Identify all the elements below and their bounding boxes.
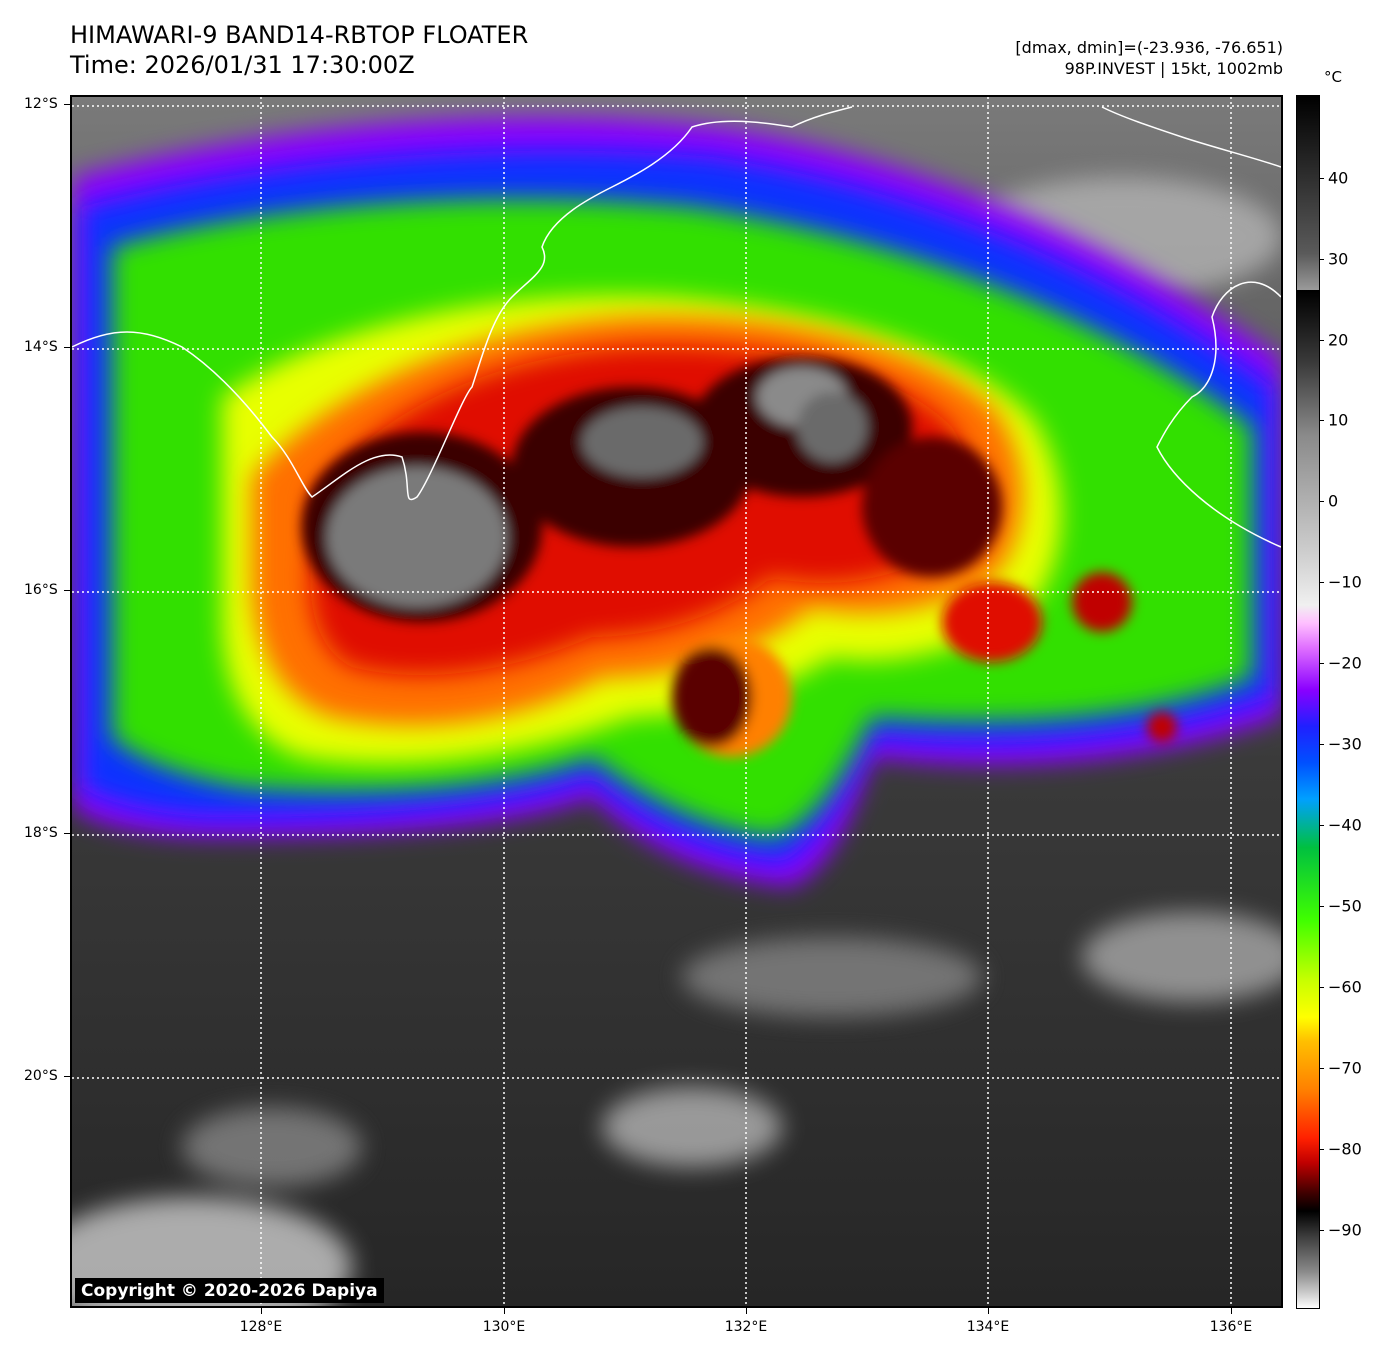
- colorbar-tick: [1319, 340, 1324, 341]
- storm-info: [dmax, dmin]=(-23.936, -76.651) 98P.INVE…: [1015, 37, 1283, 79]
- lon-tick: [746, 1308, 747, 1314]
- colorbar-tick: [1319, 1149, 1324, 1150]
- lat-tick: [64, 1076, 70, 1077]
- satellite-image: Copyright © 2020-2026 Dapiya: [70, 95, 1283, 1308]
- lat-tick: [64, 590, 70, 591]
- colorbar-tick: [1319, 906, 1324, 907]
- title-block: HIMAWARI-9 BAND14-RBTOP FLOATER Time: 20…: [70, 20, 528, 80]
- lon-tick: [261, 1308, 262, 1314]
- colorbar-label: 0: [1328, 491, 1339, 511]
- colorbar-tick: [1319, 987, 1324, 988]
- colorbar-tick: [1319, 663, 1324, 664]
- colorbar-label: 10: [1328, 410, 1349, 430]
- colorbar-label: 40: [1328, 168, 1349, 188]
- lat-label-18s: 18°S: [24, 825, 58, 841]
- coastline: [72, 106, 1281, 548]
- colorbar-unit: °C: [1324, 68, 1342, 86]
- colorbar-label: −20: [1328, 653, 1362, 673]
- colorbar-tick: [1319, 582, 1324, 583]
- lat-label-12s: 12°S: [24, 96, 58, 112]
- colorbar-label: −90: [1328, 1220, 1362, 1240]
- temperature-colorbar: [1296, 95, 1320, 1309]
- colorbar-label: −70: [1328, 1058, 1362, 1078]
- lon-tick: [1231, 1308, 1232, 1314]
- storm-intensity: 98P.INVEST | 15kt, 1002mb: [1064, 59, 1283, 78]
- lat-tick: [64, 104, 70, 105]
- lon-tick: [504, 1308, 505, 1314]
- valid-time: Time: 2026/01/31 17:30:00Z: [70, 51, 415, 79]
- colorbar-tick: [1319, 178, 1324, 179]
- infrared-imagery: [72, 97, 1281, 1306]
- colorbar-label: −80: [1328, 1139, 1362, 1159]
- colorbar-tick: [1319, 825, 1324, 826]
- colorbar-tick: [1319, 420, 1324, 421]
- colorbar-label: −60: [1328, 977, 1362, 997]
- lon-label-130e: 130°E: [482, 1319, 526, 1335]
- dmax-dmin-readout: [dmax, dmin]=(-23.936, -76.651): [1015, 38, 1283, 57]
- product-title: HIMAWARI-9 BAND14-RBTOP FLOATER: [70, 21, 529, 49]
- lat-tick: [64, 833, 70, 834]
- colorbar-label: −50: [1328, 896, 1362, 916]
- colorbar-tick: [1319, 501, 1324, 502]
- colorbar-tick: [1319, 1230, 1324, 1231]
- colorbar-label: −40: [1328, 815, 1362, 835]
- lon-tick: [988, 1308, 989, 1314]
- lat-label-16s: 16°S: [24, 582, 58, 598]
- lon-label-132e: 132°E: [724, 1319, 768, 1335]
- colorbar-label: −10: [1328, 572, 1362, 592]
- colorbar-label: 30: [1328, 249, 1349, 269]
- colorbar-label: 20: [1328, 330, 1349, 350]
- lat-label-14s: 14°S: [24, 339, 58, 355]
- lat-tick: [64, 347, 70, 348]
- colorbar-tick: [1319, 744, 1324, 745]
- copyright-notice: Copyright © 2020-2026 Dapiya: [75, 1278, 384, 1303]
- colorbar-label: −30: [1328, 734, 1362, 754]
- lon-label-128e: 128°E: [239, 1319, 283, 1335]
- colorbar-tick: [1319, 1068, 1324, 1069]
- lon-label-134e: 134°E: [966, 1319, 1010, 1335]
- lat-label-20s: 20°S: [24, 1068, 58, 1084]
- colorbar-tick: [1319, 259, 1324, 260]
- lon-label-136e: 136°E: [1209, 1319, 1253, 1335]
